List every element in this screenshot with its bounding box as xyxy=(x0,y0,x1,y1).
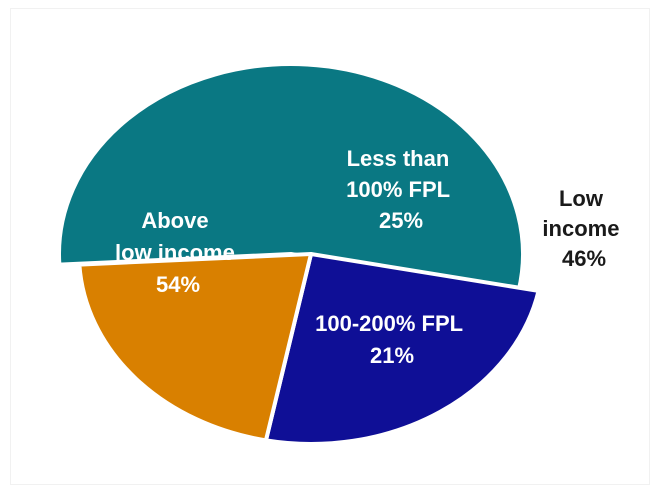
low-income-annotation-line1: Low xyxy=(559,186,604,211)
slice-label-less100-line2: 100% FPL xyxy=(346,177,450,202)
pie-slices xyxy=(57,62,541,446)
slice-label-fpl100200-value: 21% xyxy=(370,343,414,368)
slice-above-low-income xyxy=(57,62,525,293)
slice-label-above-value: 54% xyxy=(156,272,200,297)
slice-label-less100-line1: Less than xyxy=(347,146,450,171)
slice-label-above-line2: low income xyxy=(115,240,235,265)
slice-label-above: Above low income 54% xyxy=(115,208,241,297)
slice-label-less100: Less than 100% FPL 25% xyxy=(346,146,456,233)
low-income-annotation-value: 46% xyxy=(562,246,606,271)
low-income-annotation: Low income 46% xyxy=(542,186,625,271)
slice-label-above-line1: Above xyxy=(141,208,208,233)
slice-100-200-fpl xyxy=(77,252,313,443)
slice-label-fpl100200: 100-200% FPL 21% xyxy=(315,311,469,368)
slice-less-than-100-fpl xyxy=(263,252,541,446)
low-income-annotation-line2: income xyxy=(542,216,619,241)
slice-label-less100-value: 25% xyxy=(379,208,423,233)
slice-label-fpl100200-line1: 100-200% FPL xyxy=(315,311,463,336)
